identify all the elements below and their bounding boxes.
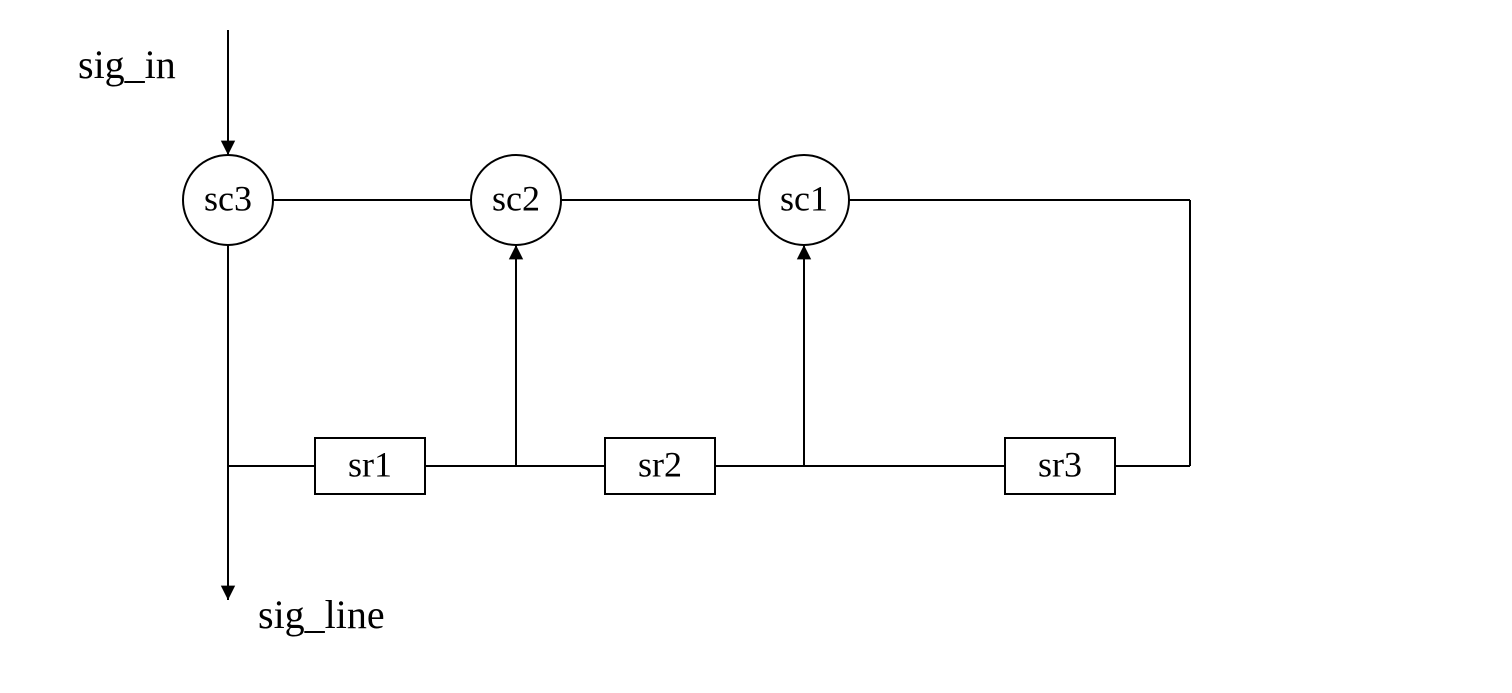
node-sc1: sc1 bbox=[759, 155, 849, 245]
node-sc3: sc3 bbox=[183, 155, 273, 245]
io-labels: sig_in sig_line bbox=[78, 42, 385, 637]
node-label-sr1: sr1 bbox=[348, 444, 392, 484]
node-label-sc1: sc1 bbox=[780, 178, 828, 218]
node-label-sr3: sr3 bbox=[1038, 444, 1082, 484]
edges-group bbox=[228, 30, 1190, 600]
node-label-sc2: sc2 bbox=[492, 178, 540, 218]
node-label-sr2: sr2 bbox=[638, 444, 682, 484]
node-sr2: sr2 bbox=[605, 438, 715, 494]
diagram-canvas: sc3 sc2 sc1 sr1 sr2 sr3 sig_in sig_line bbox=[0, 0, 1512, 693]
nodes-group: sc3 sc2 sc1 sr1 sr2 sr3 bbox=[183, 155, 1115, 494]
input-label: sig_in bbox=[78, 42, 176, 87]
node-sr1: sr1 bbox=[315, 438, 425, 494]
node-label-sc3: sc3 bbox=[204, 178, 252, 218]
node-sr3: sr3 bbox=[1005, 438, 1115, 494]
node-sc2: sc2 bbox=[471, 155, 561, 245]
output-label: sig_line bbox=[258, 592, 385, 637]
